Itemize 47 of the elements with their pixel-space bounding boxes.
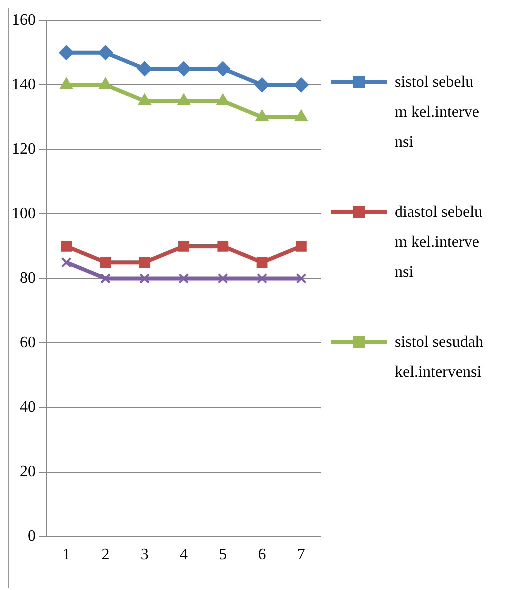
y-tick-label: 120 bbox=[12, 140, 36, 158]
point bbox=[296, 273, 307, 284]
point bbox=[137, 61, 152, 76]
point bbox=[98, 45, 114, 60]
point bbox=[60, 78, 74, 90]
y-tick-label: 100 bbox=[12, 205, 36, 222]
point bbox=[216, 61, 231, 76]
y-tick-label: 40 bbox=[20, 398, 36, 416]
x-tick-label: 5 bbox=[219, 546, 228, 564]
point bbox=[176, 61, 192, 76]
y-tick-label: 20 bbox=[20, 463, 36, 480]
x-tick-label: 7 bbox=[297, 546, 306, 564]
y-tick-label: 0 bbox=[28, 528, 36, 546]
point bbox=[140, 273, 150, 284]
point bbox=[61, 257, 72, 268]
y-tick-label: 140 bbox=[12, 76, 36, 94]
legend-label: sistol sesudah kel.intervensi bbox=[395, 333, 484, 383]
point bbox=[296, 240, 307, 252]
point bbox=[257, 273, 268, 284]
y-tick-label: 160 bbox=[12, 12, 36, 29]
point bbox=[216, 94, 230, 106]
point bbox=[178, 273, 190, 284]
y-tick-label: 80 bbox=[20, 270, 36, 287]
y-tick-label: 60 bbox=[20, 334, 36, 352]
point bbox=[256, 110, 269, 122]
x-tick-label: 3 bbox=[140, 546, 149, 564]
x-tick-label: 2 bbox=[102, 546, 110, 564]
x-tick-label: 1 bbox=[62, 546, 71, 564]
point bbox=[294, 78, 309, 93]
point bbox=[99, 78, 112, 90]
point bbox=[59, 45, 74, 60]
point bbox=[177, 94, 191, 106]
point bbox=[100, 273, 111, 284]
point bbox=[139, 257, 150, 268]
legend-label: sistol sebelum kel.intervensi bbox=[395, 73, 480, 153]
legend-label: diastol sebelum kel.intervensi bbox=[395, 203, 484, 283]
point bbox=[100, 257, 112, 268]
x-tick-label: 6 bbox=[258, 546, 266, 564]
point bbox=[138, 94, 152, 106]
point bbox=[178, 240, 190, 252]
point bbox=[254, 78, 270, 93]
point bbox=[61, 240, 72, 252]
point bbox=[256, 257, 268, 268]
point bbox=[218, 273, 228, 284]
point bbox=[218, 240, 229, 252]
point bbox=[294, 110, 308, 122]
x-tick-label: 4 bbox=[180, 546, 188, 564]
